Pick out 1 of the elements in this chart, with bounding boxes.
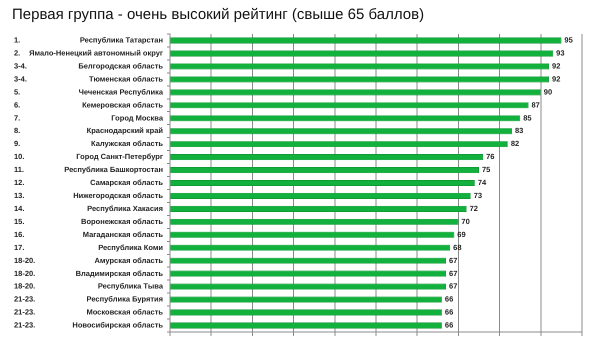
chart-title: Первая группа - очень высокий рейтинг (свыше 65 баллов) — [12, 6, 424, 24]
